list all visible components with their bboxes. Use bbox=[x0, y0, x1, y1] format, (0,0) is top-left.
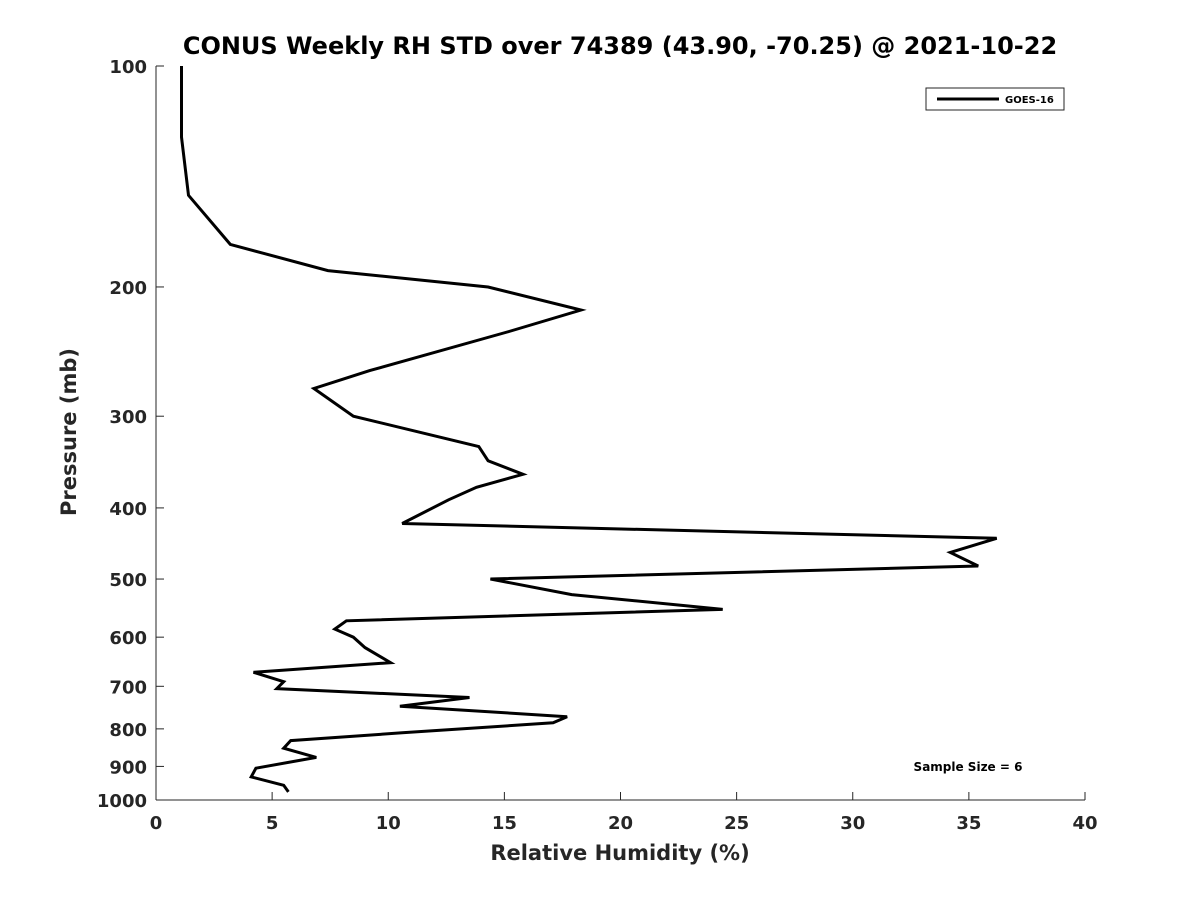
x-tick-label: 25 bbox=[724, 813, 749, 834]
x-tick-label: 30 bbox=[840, 813, 865, 834]
y-axis-ticks: 100 200 300 400 500 600 700 800 900 1000 bbox=[97, 57, 164, 812]
y-tick-label: 200 bbox=[109, 278, 147, 299]
y-tick-label: 700 bbox=[109, 677, 147, 698]
sample-size-annotation: Sample Size = 6 bbox=[914, 760, 1023, 774]
y-axis-label: Pressure (mb) bbox=[57, 348, 81, 516]
y-tick-label: 300 bbox=[109, 407, 147, 428]
x-tick-label: 15 bbox=[492, 813, 517, 834]
y-tick-label: 400 bbox=[109, 499, 147, 520]
legend-entry-goes-16: GOES-16 bbox=[1005, 95, 1054, 106]
x-tick-label: 40 bbox=[1072, 813, 1097, 834]
x-tick-label: 10 bbox=[376, 813, 401, 834]
y-tick-label: 600 bbox=[109, 628, 147, 649]
y-tick-label: 100 bbox=[109, 57, 147, 78]
x-tick-label: 20 bbox=[608, 813, 633, 834]
axes-background bbox=[156, 66, 1085, 800]
x-axis-label: Relative Humidity (%) bbox=[490, 841, 749, 865]
x-tick-label: 5 bbox=[266, 813, 279, 834]
y-tick-label: 500 bbox=[109, 570, 147, 591]
y-tick-label: 1000 bbox=[97, 791, 147, 812]
y-tick-label: 900 bbox=[109, 757, 147, 778]
y-tick-label: 800 bbox=[109, 720, 147, 741]
series-line-goes-16 bbox=[180, 66, 998, 793]
series-layer bbox=[180, 66, 998, 793]
x-axis-ticks: 0 5 10 15 20 25 30 35 40 bbox=[150, 792, 1098, 834]
x-tick-label: 35 bbox=[956, 813, 981, 834]
plot-area: 0 5 10 15 20 25 30 35 40 100 200 300 400 500 600 700 80… bbox=[97, 57, 1098, 834]
legend: GOES-16 bbox=[925, 87, 1065, 111]
x-tick-label: 0 bbox=[150, 813, 163, 834]
chart-title: CONUS Weekly RH STD over 74389 (43.90, -… bbox=[183, 32, 1057, 60]
